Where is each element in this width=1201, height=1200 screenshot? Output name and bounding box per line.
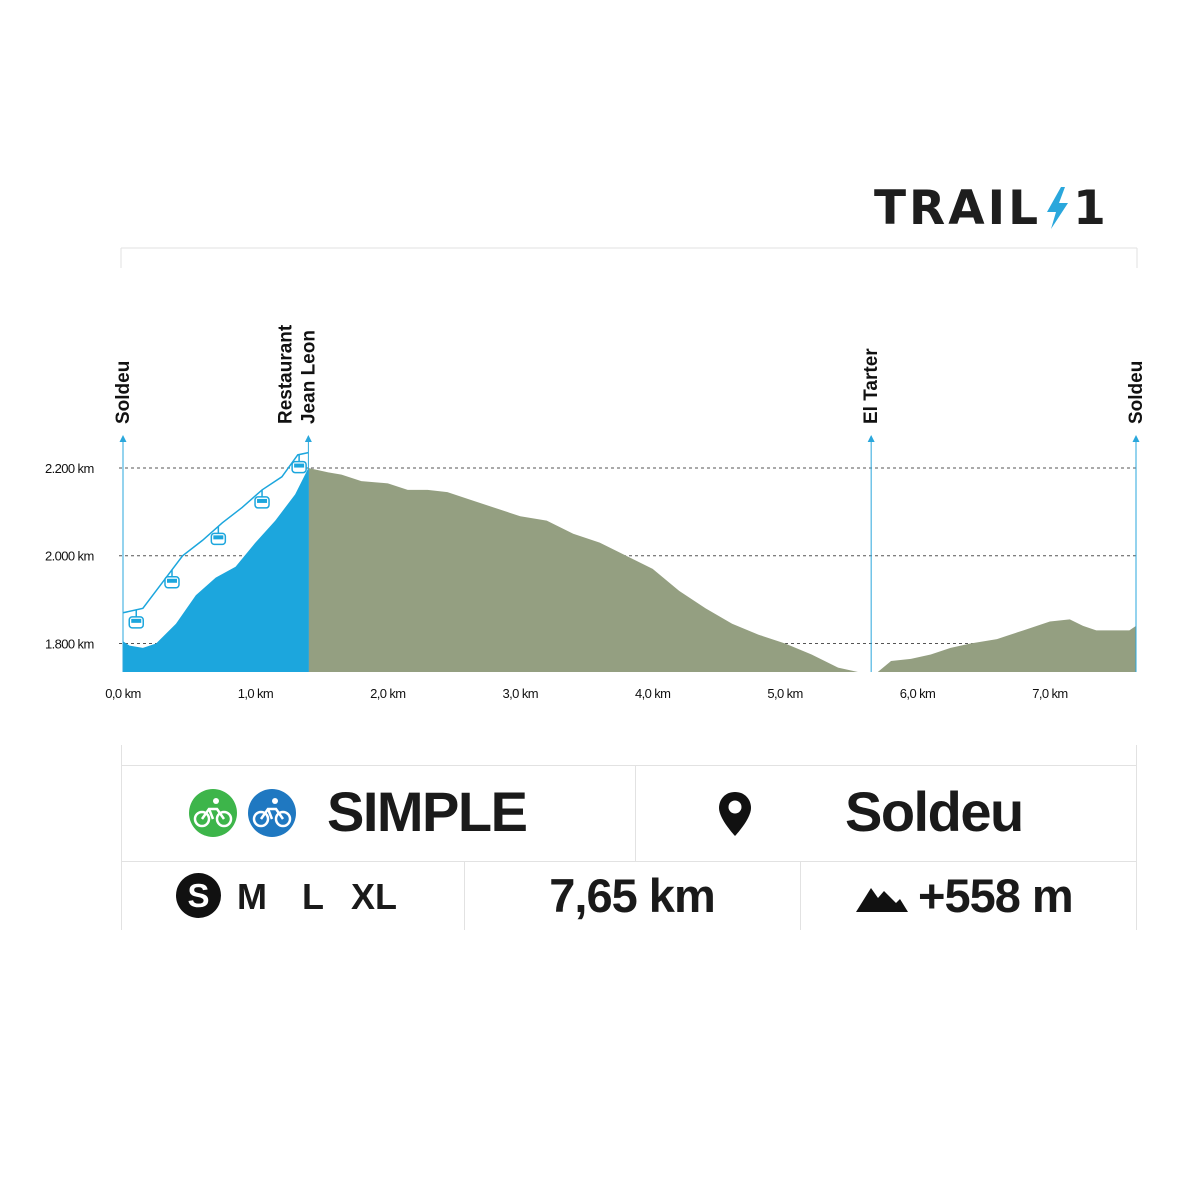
size-s-badge: S <box>176 873 221 918</box>
waypoint-arrow-icon <box>1132 435 1140 442</box>
y-tick-label: 1.800 km <box>45 636 94 651</box>
mountain-icon <box>856 888 908 912</box>
size-xl: XL <box>351 876 398 917</box>
waypoint-label: Restaurant <box>275 324 296 424</box>
waypoint-label: Soldeu <box>1126 361 1147 424</box>
cabin-window <box>131 618 142 623</box>
elevation-cell: +558 m <box>800 861 1137 930</box>
location-label: Soldeu <box>845 780 1024 843</box>
cabin-window <box>257 498 268 503</box>
waypoint-arrow-icon <box>867 435 875 442</box>
distance-cell: 7,65 km <box>464 861 800 930</box>
elevation-area-return <box>877 619 1136 672</box>
elevation-area-gondola <box>123 468 309 672</box>
logo-number: 1 <box>1073 180 1106 236</box>
x-tick-label: 0,0 km <box>105 686 140 701</box>
waypoint-arrow-icon <box>304 435 312 442</box>
waypoint-arrow-icon <box>119 435 127 442</box>
cabin-window <box>294 463 305 468</box>
green-bike-icon <box>189 789 237 837</box>
x-tick-label: 2,0 km <box>370 686 405 701</box>
waypoint-label: El Tarter <box>861 348 882 424</box>
location-cell: Soldeu <box>635 765 1137 861</box>
x-tick-label: 4,0 km <box>635 686 670 701</box>
distance-value: 7,65 km <box>549 869 715 922</box>
x-tick-label: 3,0 km <box>503 686 538 701</box>
trail-info-panel: SIMPLE Soldeu S M L XL 7,65 km +558 m <box>121 745 1137 930</box>
x-tick-label: 7,0 km <box>1032 686 1067 701</box>
gondola-cabin-icon <box>128 609 144 629</box>
difficulty-cell: SIMPLE <box>121 765 635 861</box>
elevation-area-descent <box>308 468 858 672</box>
x-tick-label: 1,0 km <box>238 686 273 701</box>
y-tick-label: 2.200 km <box>45 461 94 476</box>
gondola-cabin-icon <box>291 454 307 474</box>
size-m: M <box>237 876 267 917</box>
gondola-cabin-icon <box>164 569 180 589</box>
waypoint-label: Jean Leon <box>298 330 319 424</box>
waypoint-label: Soldeu <box>113 361 134 424</box>
gondola-cable <box>122 451 309 614</box>
cabin-window <box>166 578 177 583</box>
difficulty-label: SIMPLE <box>327 780 528 843</box>
gondola-cabin-icon <box>210 526 227 546</box>
x-tick-label: 5,0 km <box>767 686 802 701</box>
cabin-window <box>213 535 224 540</box>
y-tick-label: 2.000 km <box>45 549 94 564</box>
x-tick-label: 6,0 km <box>900 686 935 701</box>
elevation-profile-chart: Soldeu Restaurant Jean Leon El Tarter Soldeu… <box>45 247 1147 701</box>
sizes-cell: S M L XL <box>121 861 464 930</box>
trail-logo: TRAIL 1 <box>874 182 1106 234</box>
gondola-cabin-icon <box>254 489 270 509</box>
lightning-bolt-icon <box>1047 187 1069 229</box>
size-l: L <box>302 876 324 917</box>
map-pin-icon <box>719 792 751 836</box>
blue-bike-icon <box>248 789 296 837</box>
logo-text: TRAIL <box>874 180 1042 236</box>
elevation-gain-value: +558 m <box>918 869 1074 922</box>
